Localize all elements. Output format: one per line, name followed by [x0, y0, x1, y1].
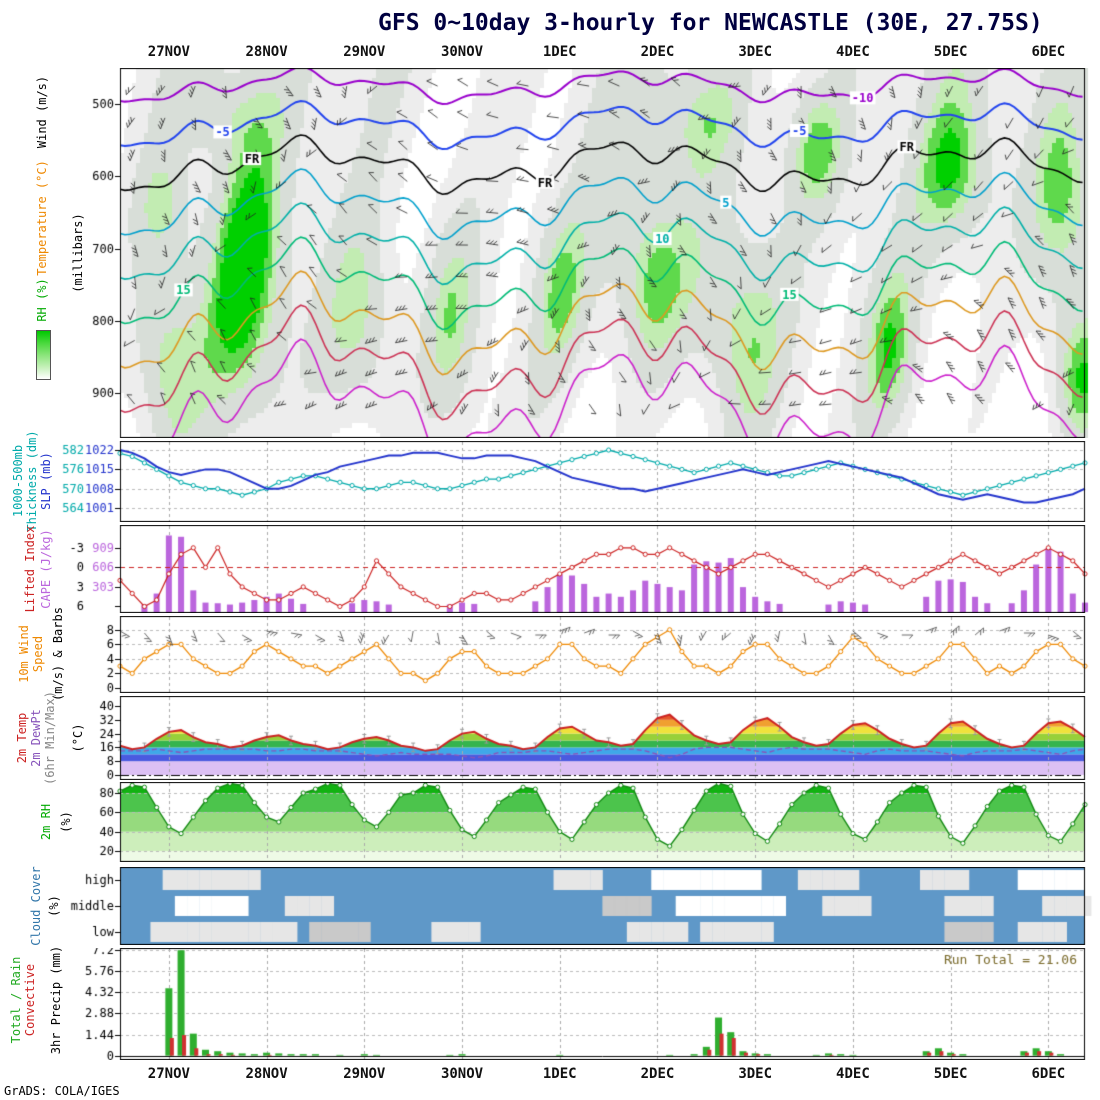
- axis-label: Total / Rain: [9, 956, 23, 1044]
- axis-label: Temperature (°C): [35, 160, 49, 276]
- page-title: GFS 0~10day 3-hourly for NEWCASTLE (30E,…: [378, 10, 1043, 36]
- axis-label: (%): [59, 811, 73, 833]
- axis-label: 1000-500mb: [11, 444, 25, 518]
- date-label: 1DEC: [542, 44, 577, 60]
- date-label: 2DEC: [640, 44, 675, 60]
- panel-cloud: [0, 867, 1100, 945]
- date-label: 30NOV: [440, 1066, 484, 1082]
- axis-label: (%): [47, 895, 61, 917]
- date-label: 27NOV: [147, 1066, 190, 1082]
- date-label: 28NOV: [245, 44, 288, 60]
- date-label: 1DEC: [542, 1066, 577, 1082]
- date-label: 3DEC: [738, 1066, 773, 1082]
- axis-label: Thickness (dm): [25, 430, 39, 532]
- date-label: 29NOV: [343, 44, 386, 60]
- axis-label: 2m RH: [39, 803, 53, 841]
- axis-label: 2m DewPt: [29, 709, 43, 767]
- axis-label: 3hr Precip (mm): [49, 945, 63, 1055]
- date-label: 6DEC: [1031, 44, 1066, 60]
- panel-li-cape: [0, 525, 1100, 613]
- axis-label: CAPE (J/kg): [39, 529, 53, 609]
- axis-label: Wind (m/s): [35, 75, 49, 149]
- panel-precip: [0, 948, 1100, 1060]
- date-label: 30NOV: [440, 44, 484, 60]
- panel-rh2m: [0, 782, 1100, 862]
- panel-upper-air: [0, 68, 1100, 438]
- date-label: 5DEC: [933, 44, 968, 60]
- axis-label: 2m Temp: [15, 712, 29, 764]
- axis-label: (millibars): [71, 213, 85, 293]
- axis-label: (°C): [71, 723, 85, 753]
- date-label: 27NOV: [147, 44, 190, 60]
- date-label: 5DEC: [933, 1066, 968, 1082]
- date-label: 4DEC: [836, 1066, 870, 1082]
- date-label: 29NOV: [343, 1066, 386, 1082]
- panel-slp-thickness: [0, 441, 1100, 522]
- axis-label: (6hr Min/Max): [43, 691, 57, 785]
- grads-credit: GrADS: COLA/IGES: [4, 1084, 120, 1098]
- date-label: 4DEC: [836, 44, 870, 60]
- date-label: 6DEC: [1031, 1066, 1066, 1082]
- axis-label: 10m Wind: [17, 625, 31, 683]
- axis-label: SLP (mb): [39, 452, 53, 510]
- axis-label: Lifted Index: [23, 525, 37, 613]
- axis-label: Speed: [31, 635, 45, 673]
- date-label: 3DEC: [738, 44, 773, 60]
- axis-label: (m/s) & Barbs: [51, 607, 65, 701]
- axis-label: Convective: [23, 963, 37, 1037]
- axis-label: RH (%): [35, 278, 49, 322]
- panel-temp2m: [0, 696, 1100, 780]
- date-label: 2DEC: [640, 1066, 675, 1082]
- panel-wind10m: [0, 616, 1100, 693]
- date-label: 28NOV: [245, 1066, 288, 1082]
- axis-label: Cloud Cover: [29, 866, 43, 946]
